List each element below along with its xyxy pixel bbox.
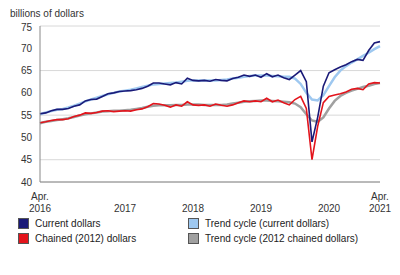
svg-text:Apr.: Apr. — [31, 191, 49, 202]
svg-text:45: 45 — [21, 154, 33, 165]
html-text:Trend cycle (2012 chained doll: Trend cycle (2012 chained dollars) — [205, 233, 358, 244]
svg-text:40: 40 — [21, 177, 33, 188]
svg-text:60: 60 — [21, 87, 33, 98]
svg-text:70: 70 — [21, 43, 33, 54]
svg-text:65: 65 — [21, 65, 33, 76]
svg-text:55: 55 — [21, 110, 33, 121]
html-text:Current dollars: Current dollars — [35, 218, 101, 229]
svg-text:Apr.: Apr. — [371, 191, 389, 202]
svg-text:2019: 2019 — [250, 203, 273, 212]
svg-text:2016: 2016 — [29, 203, 52, 212]
html-text:Trend cycle (current dollars): Trend cycle (current dollars) — [205, 218, 330, 229]
svg-text:2018: 2018 — [182, 203, 205, 212]
svg-text:75: 75 — [21, 22, 33, 33]
svg-text:2017: 2017 — [114, 203, 137, 212]
html-text:Chained (2012) dollars: Chained (2012) dollars — [35, 233, 137, 244]
html-text:billions of dollars: billions of dollars — [10, 8, 84, 19]
svg-text:50: 50 — [21, 132, 33, 143]
svg-text:2021: 2021 — [369, 203, 392, 212]
svg-text:2020: 2020 — [318, 203, 341, 212]
